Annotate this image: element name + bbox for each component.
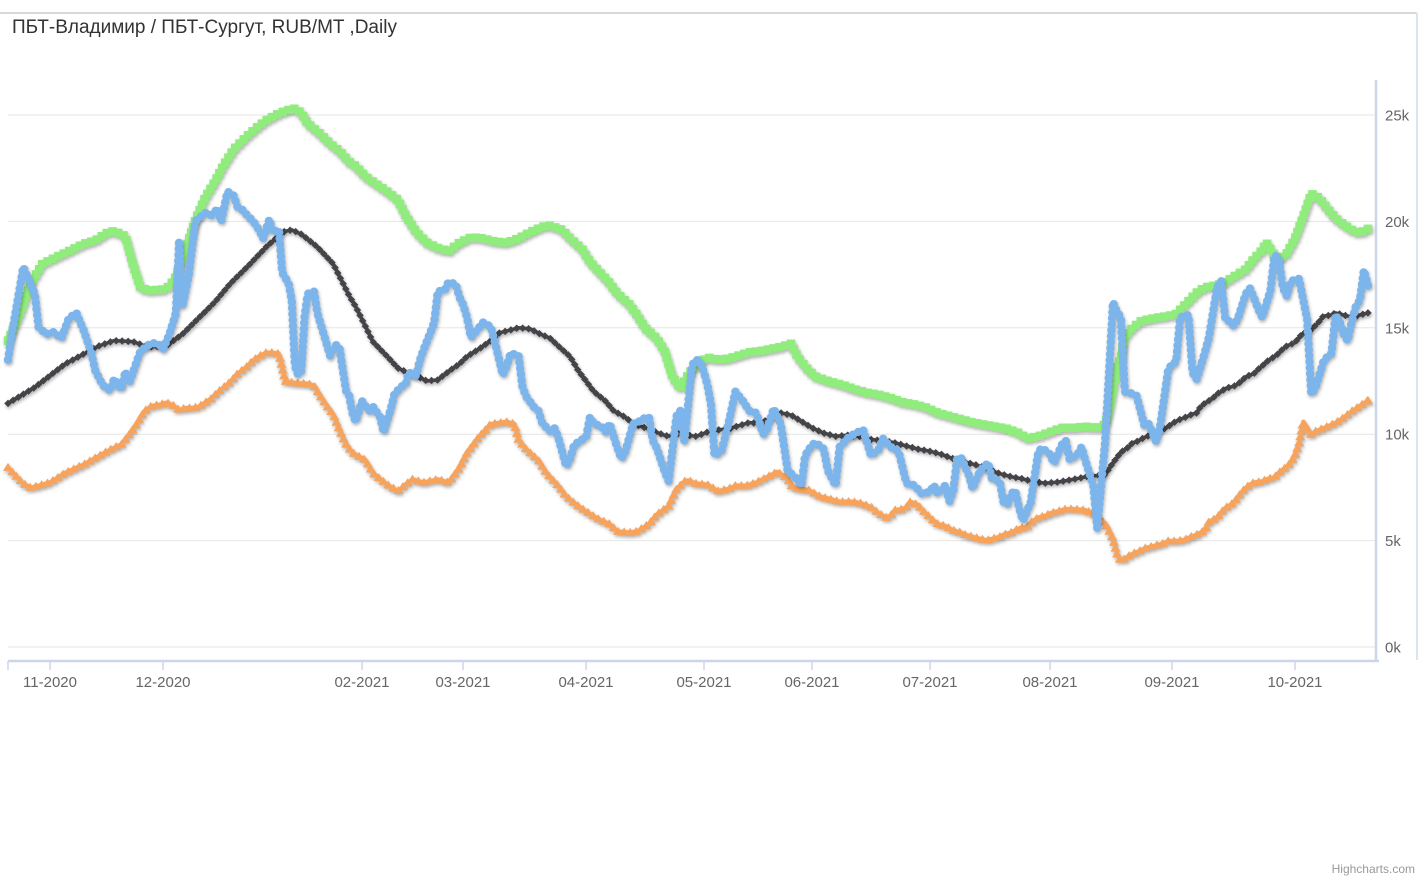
x-axis-label: 07-2021 — [902, 674, 957, 691]
top-divider — [0, 12, 1417, 14]
y-axis-label: 15k — [1385, 320, 1410, 337]
series-blue — [3, 188, 1373, 532]
y-axis-label: 0k — [1385, 640, 1401, 657]
x-axis-label: 02-2021 — [334, 674, 389, 691]
page-right-border — [1416, 13, 1418, 660]
x-axis-label: 09-2021 — [1144, 674, 1199, 691]
y-axis-label: 25k — [1385, 108, 1410, 125]
highcharts-credits-link[interactable]: Highcharts.com — [1331, 862, 1415, 876]
series-orange — [2, 348, 1373, 563]
x-axis-label: 12-2020 — [135, 674, 190, 691]
x-axis-label: 08-2021 — [1022, 674, 1077, 691]
series-black — [4, 226, 1372, 487]
x-axis-label: 05-2021 — [676, 674, 731, 691]
x-axis-label: 10-2021 — [1267, 674, 1322, 691]
chart-title: ПБТ-Владимир / ПБТ-Сургут, RUB/MT ,Daily — [12, 17, 397, 38]
x-axis-label: 03-2021 — [435, 674, 490, 691]
y-axis-label: 10k — [1385, 427, 1410, 444]
y-axis-label: 5k — [1385, 533, 1401, 550]
x-axis-label: 11-2020 — [23, 674, 77, 691]
y-axis-label: 20k — [1385, 214, 1410, 231]
x-axis-label: 06-2021 — [784, 674, 839, 691]
x-axis-label: 04-2021 — [558, 674, 613, 691]
